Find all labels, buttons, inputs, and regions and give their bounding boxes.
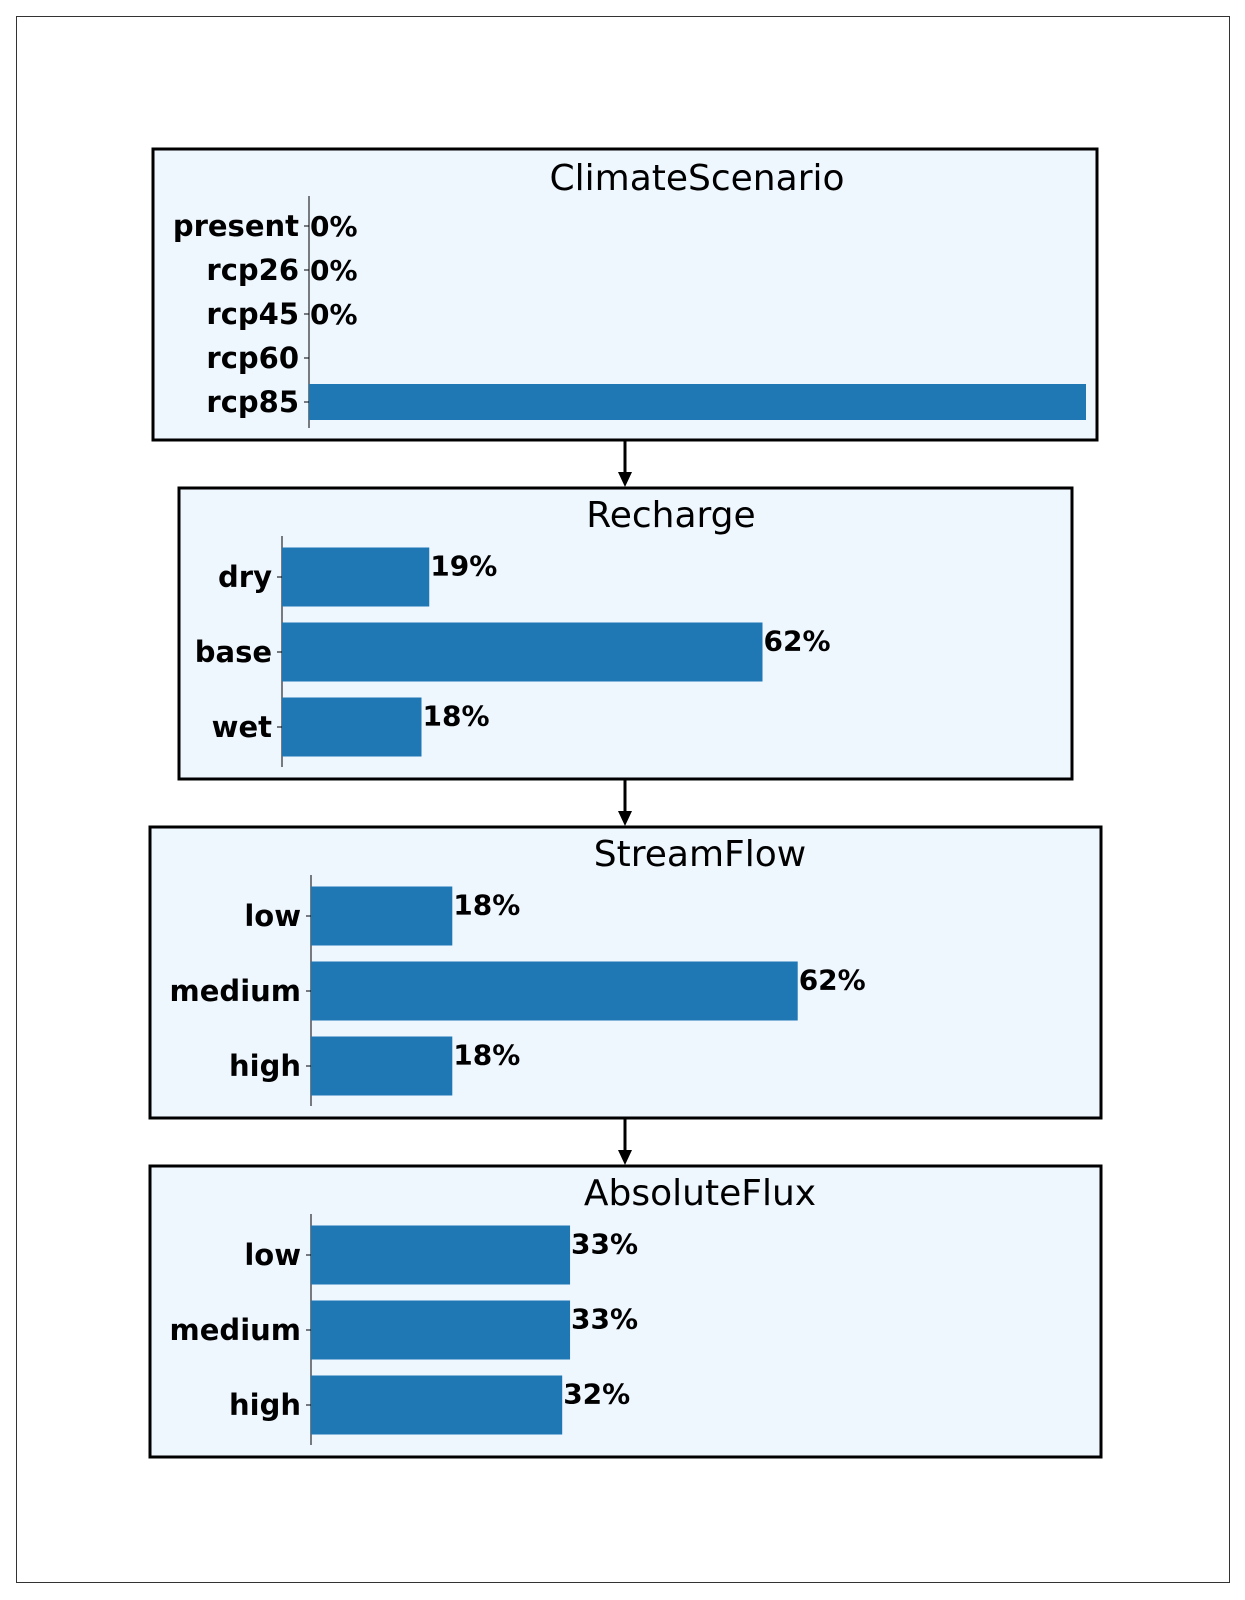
value-label-low: 18%	[453, 889, 520, 922]
node-climatescenario: ClimateScenario present 0% rcp26 0% rcp45 0% rc…	[151, 147, 1099, 442]
arrow-head	[618, 811, 632, 826]
state-label-medium: medium	[170, 974, 301, 1008]
bar-low	[311, 886, 453, 946]
edge-arrow-climatescenario-to-recharge	[618, 440, 632, 487]
node-title: StreamFlow	[594, 834, 806, 875]
value-label-rcp45: 0%	[310, 298, 358, 331]
bar-base	[282, 622, 763, 682]
node-absoluteflux: AbsoluteFlux low 33% medium 33% high 32%	[148, 1164, 1103, 1459]
value-label-high: 32%	[563, 1378, 630, 1411]
value-label-base: 62%	[764, 625, 831, 658]
value-label-present: 0%	[310, 210, 358, 243]
state-label-high: high	[229, 1388, 301, 1422]
state-label-rcp26: rcp26	[206, 253, 299, 287]
value-label-rcp26: 0%	[310, 254, 358, 287]
state-label-high: high	[229, 1049, 301, 1083]
state-label-rcp60: rcp60	[206, 341, 299, 375]
value-label-dry: 19%	[430, 550, 497, 583]
value-label-medium: 33%	[571, 1303, 638, 1336]
value-label-wet: 18%	[423, 700, 490, 733]
state-label-present: present	[173, 209, 299, 243]
bar-high	[311, 1375, 563, 1435]
state-label-low: low	[244, 899, 301, 933]
state-label-base: base	[195, 635, 272, 669]
bar-high	[311, 1036, 453, 1096]
value-label-high: 18%	[453, 1039, 520, 1072]
state-label-wet: wet	[212, 710, 272, 744]
node-recharge: Recharge dry 19% base 62% wet 18%	[177, 486, 1074, 781]
bar-rcp85	[309, 384, 1086, 420]
node-box	[148, 1164, 1103, 1459]
bar-wet	[282, 697, 422, 757]
state-label-dry: dry	[218, 560, 272, 594]
edge-arrow-streamflow-to-absoluteflux	[618, 1118, 632, 1165]
value-label-medium: 62%	[799, 964, 866, 997]
bar-medium	[311, 1300, 571, 1360]
node-title: AbsoluteFlux	[584, 1173, 816, 1214]
state-label-medium: medium	[170, 1313, 301, 1347]
value-label-low: 33%	[571, 1228, 638, 1261]
node-title: Recharge	[586, 495, 755, 536]
arrow-head	[618, 1150, 632, 1165]
node-title: ClimateScenario	[549, 158, 844, 199]
state-label-rcp85: rcp85	[206, 385, 299, 419]
state-label-low: low	[244, 1238, 301, 1272]
figure-frame	[16, 16, 1230, 1583]
node-streamflow: StreamFlow low 18% medium 62% high 18%	[148, 825, 1103, 1120]
bar-medium	[311, 961, 798, 1021]
arrow-head	[618, 472, 632, 487]
bar-low	[311, 1225, 571, 1285]
bar-dry	[282, 547, 430, 607]
edge-arrow-recharge-to-streamflow	[618, 779, 632, 826]
state-label-rcp45: rcp45	[206, 297, 299, 331]
